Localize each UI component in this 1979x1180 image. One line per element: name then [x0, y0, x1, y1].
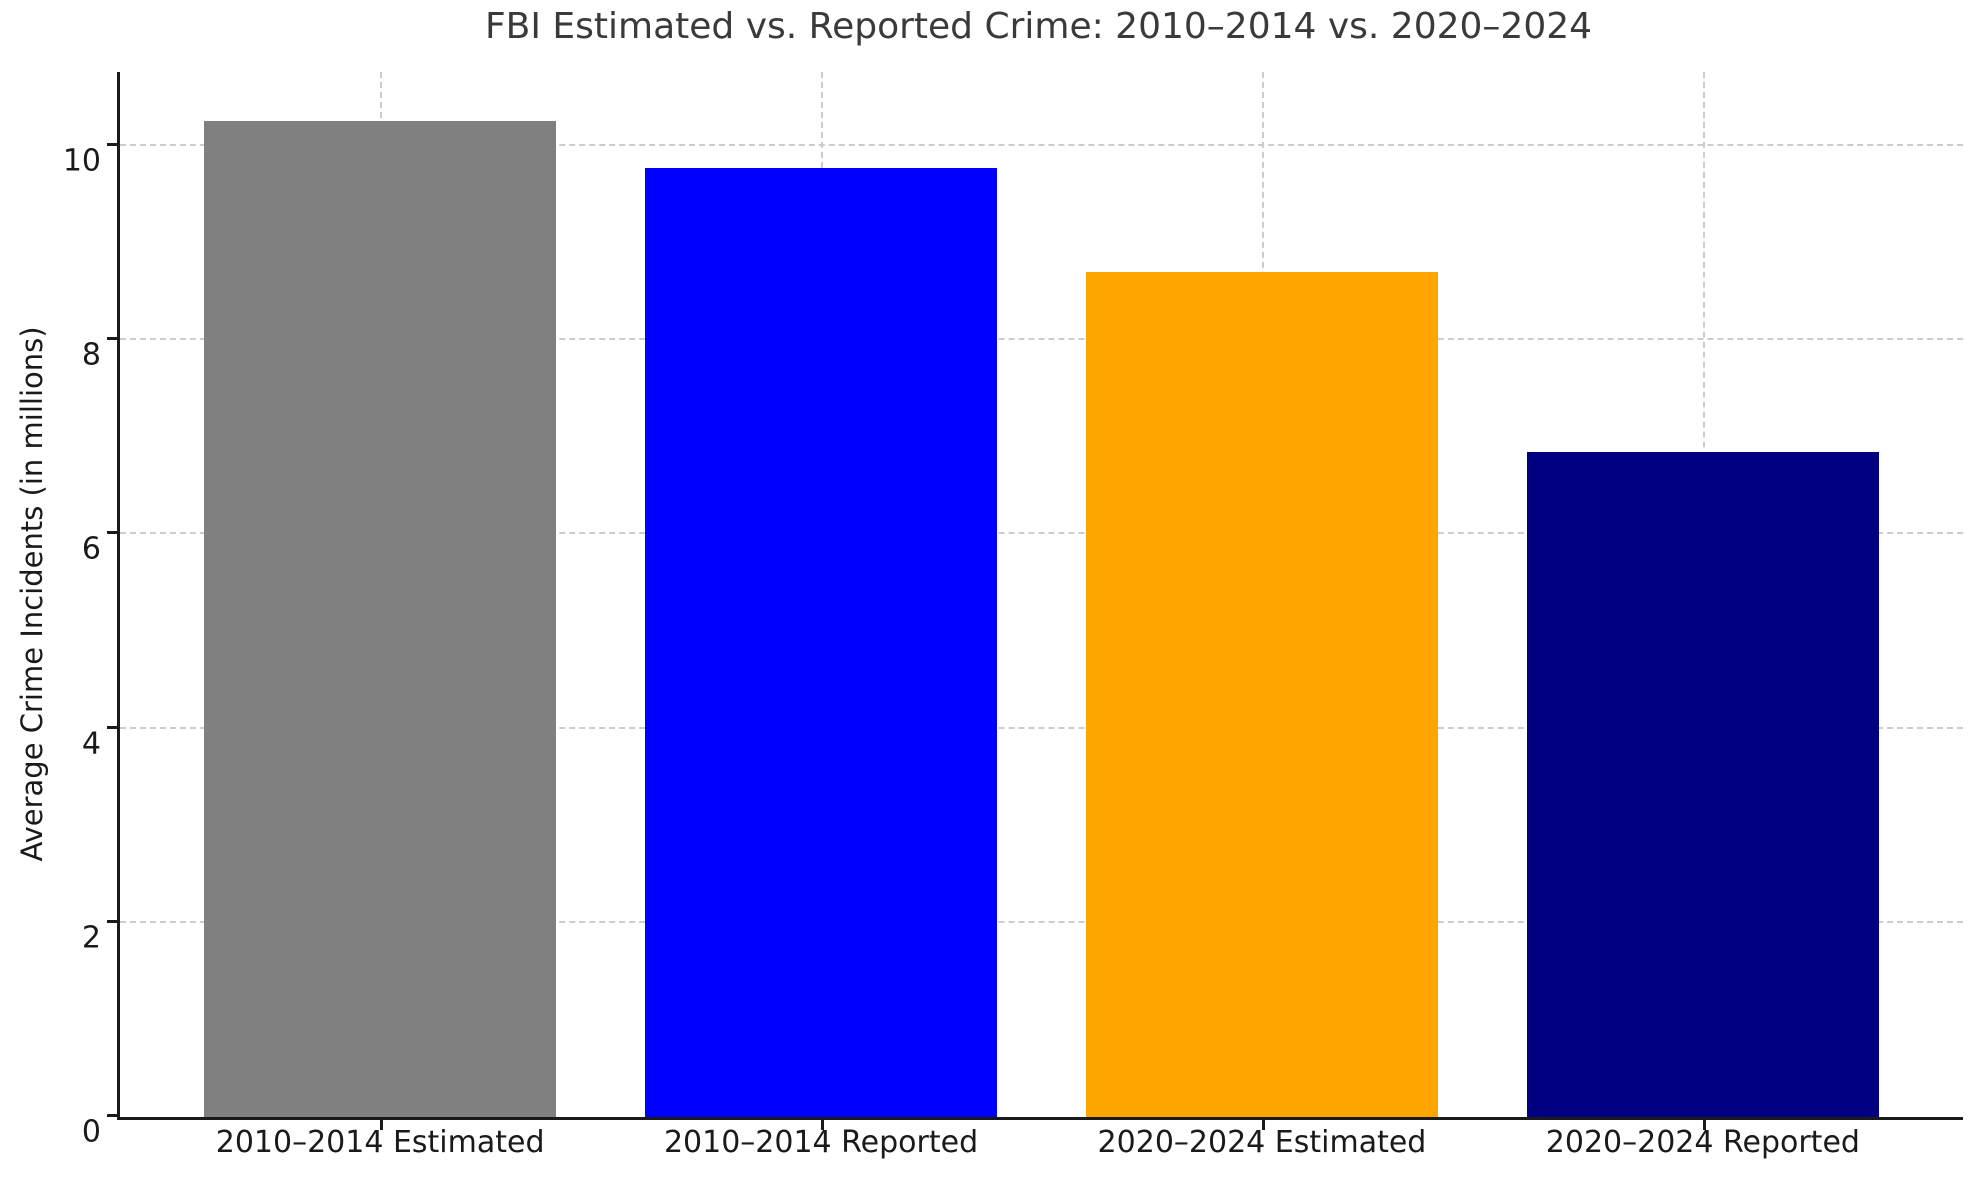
y-tick-mark-8 — [107, 337, 117, 341]
bar-4 — [1526, 451, 1880, 1117]
y-tick-label-10: 10 — [62, 143, 101, 179]
y-axis-label: Average Crime Incidents (in millions) — [15, 326, 49, 862]
x-tick-mark-3 — [1261, 1120, 1265, 1130]
gridline-y-8 — [120, 338, 1963, 341]
plot-area: 0 2 4 6 8 10 2010–2014 Estimated 2010–2014 Repo… — [63, 72, 1963, 1160]
y-tick-mark-0 — [107, 1114, 117, 1117]
gridline-y-6 — [120, 532, 1963, 535]
chart-title: FBI Estimated vs. Reported Crime: 2010–2… — [484, 6, 1593, 47]
bar-2 — [644, 168, 998, 1117]
y-tick-label-4: 4 — [81, 726, 101, 762]
y-tick-mark-4 — [107, 725, 117, 729]
gridline-y-2 — [120, 920, 1963, 923]
y-tick-label-0: 0 — [81, 1114, 101, 1150]
y-tick-mark-6 — [107, 531, 117, 535]
y-tick-mark-2 — [107, 919, 117, 923]
x-tick-label-2: 2010–2014 Reported — [663, 1125, 979, 1160]
x-tick-mark-4 — [1702, 1120, 1706, 1130]
x-tick-mark-1 — [380, 1120, 384, 1130]
x-tick-mark-2 — [821, 1120, 825, 1130]
y-tick-label-6: 6 — [81, 531, 101, 567]
y-tick-mark-10 — [107, 142, 117, 146]
y-tick-label-2: 2 — [81, 920, 101, 956]
x-tick-label-4: 2020–2024 Reported — [1545, 1125, 1860, 1160]
bar-3 — [1085, 272, 1439, 1117]
y-tick-label-8: 8 — [81, 337, 101, 373]
x-tick-label-1: 2010–2014 Estimated — [215, 1125, 545, 1160]
gridline-y-4 — [120, 726, 1963, 729]
x-tick-label-3: 2020–2024 Estimated — [1097, 1125, 1427, 1160]
gridline-y-10 — [120, 143, 1963, 146]
bar-1 — [203, 120, 557, 1117]
